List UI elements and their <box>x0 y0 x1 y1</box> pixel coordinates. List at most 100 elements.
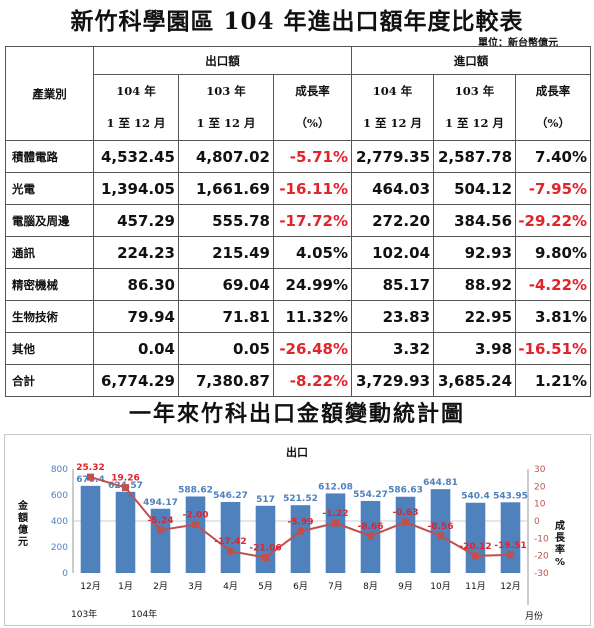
line-point <box>297 527 304 535</box>
bar <box>290 505 311 573</box>
cell-ig: 1.21% <box>515 364 592 397</box>
chart-title: 一年來竹科出口金額變動統計圖 <box>128 401 465 427</box>
bar <box>80 485 101 573</box>
cell-i104: 272.20 <box>351 204 435 237</box>
line-point <box>332 519 339 527</box>
bar-label: 517 <box>256 495 275 505</box>
x-tick: 1月 <box>118 581 133 592</box>
x-tick: 10月 <box>430 581 450 592</box>
industry-name: 其他 <box>5 332 94 365</box>
y-right-title-char: 長 <box>555 532 566 544</box>
x-tick: 4月 <box>223 581 238 592</box>
cell-i103: 3.98 <box>433 332 517 365</box>
x-axis-title: 月份 <box>525 610 543 622</box>
line-point <box>437 532 444 540</box>
chart-caption: 出口 <box>286 445 308 459</box>
cell-i104: 85.17 <box>351 268 435 301</box>
bar-label: 612.08 <box>318 482 353 492</box>
line-label: -8.56 <box>428 522 454 532</box>
table-row: 光電 1,394.05 1,661.69 -16.11% 464.03 504.12 -7.… <box>5 172 592 205</box>
bar <box>325 493 346 573</box>
line-label: -0.63 <box>393 508 419 518</box>
col-header: 成長率 <box>272 74 353 107</box>
industry-header: 產業別 <box>5 46 94 141</box>
cell-ig: -4.22% <box>515 268 592 301</box>
cell-e103: 69.04 <box>178 268 274 301</box>
bar <box>255 505 276 573</box>
bar <box>465 502 486 573</box>
cell-eg: 11.32% <box>272 300 353 333</box>
cell-e104: 1,394.05 <box>93 172 179 205</box>
line-point <box>402 518 409 526</box>
x-tick: 11月 <box>465 581 485 592</box>
cell-i104: 23.83 <box>351 300 435 333</box>
y-left-title-char: 億 <box>18 523 28 536</box>
cell-i103: 504.12 <box>433 172 517 205</box>
bar-label: 586.63 <box>388 486 423 496</box>
line-label: -19.51 <box>494 541 526 551</box>
cell-ig: 3.81% <box>515 300 592 333</box>
line-label: -20.12 <box>459 542 491 552</box>
line-label: -2.00 <box>183 510 209 520</box>
year-label: 103年 <box>71 608 97 620</box>
y-right-tick: 20 <box>534 482 546 492</box>
cell-e103: 215.49 <box>178 236 274 269</box>
bar <box>115 491 136 573</box>
cell-ig: -29.22% <box>515 204 592 237</box>
y-right-tick: 30 <box>534 465 546 475</box>
cell-i104: 3,729.93 <box>351 364 435 397</box>
export-header: 出口額 <box>92 46 353 75</box>
col-subheader: 1 至 12 月 <box>93 106 179 141</box>
table-row: 精密機械 86.30 69.04 24.99% 85.17 88.92 -4.22% <box>5 268 592 301</box>
cell-e104: 79.94 <box>93 300 179 333</box>
x-tick: 2月 <box>153 581 168 592</box>
y-left-title-char: 金 <box>17 499 29 512</box>
line-point <box>472 552 479 560</box>
cell-i103: 384.56 <box>433 204 517 237</box>
cell-eg: 24.99% <box>272 268 353 301</box>
line-label: -5.99 <box>288 517 314 527</box>
y-left-title-char: 元 <box>18 536 28 548</box>
table-row: 積體電路 4,532.45 4,807.02 -5.71% 2,779.35 2,587.… <box>5 140 592 173</box>
y-left-tick: 400 <box>51 517 68 527</box>
x-tick: 7月 <box>328 581 343 592</box>
x-tick: 8月 <box>363 581 378 592</box>
line-label: -21.06 <box>249 544 281 554</box>
bar-label: 546.27 <box>213 491 248 501</box>
cell-e103: 555.78 <box>178 204 274 237</box>
bar <box>185 496 206 573</box>
y-right-tick: 10 <box>534 500 546 510</box>
bar <box>395 496 416 573</box>
line-point <box>87 473 94 481</box>
line-label: -17.42 <box>214 537 246 547</box>
chart-area: 出口0200400600800-30-20-100102030670.4624.… <box>4 434 591 626</box>
cell-i103: 88.92 <box>433 268 517 301</box>
cell-eg: -8.22% <box>272 364 353 397</box>
col-subheader: 1 至 12 月 <box>433 106 517 141</box>
col-subheader: （%） <box>272 106 353 141</box>
line-point <box>262 554 269 562</box>
y-left-tick: 800 <box>51 465 68 475</box>
industry-name: 積體電路 <box>5 140 94 173</box>
cell-e103: 1,661.69 <box>178 172 274 205</box>
cell-e103: 71.81 <box>178 300 274 333</box>
bar <box>430 489 451 573</box>
bar <box>500 502 521 573</box>
x-tick: 5月 <box>258 581 273 592</box>
table-row: 電腦及周邊 457.29 555.78 -17.72% 272.20 384.56 -29.… <box>5 204 592 237</box>
cell-ig: -7.95% <box>515 172 592 205</box>
cell-eg: -26.48% <box>272 332 353 365</box>
x-tick: 9月 <box>398 581 413 592</box>
industry-name: 精密機械 <box>5 268 94 301</box>
line-label: -8.66 <box>358 522 384 532</box>
cell-i103: 2,587.78 <box>433 140 517 173</box>
bar-label: 543.95 <box>493 491 528 501</box>
cell-i104: 102.04 <box>351 236 435 269</box>
cell-eg: -5.71% <box>272 140 353 173</box>
y-right-tick: 0 <box>534 517 540 527</box>
cell-ig: -16.51% <box>515 332 592 365</box>
col-header: 104 年 <box>93 74 179 107</box>
col-header: 104 年 <box>351 74 435 107</box>
col-header: 103 年 <box>433 74 517 107</box>
cell-i104: 2,779.35 <box>351 140 435 173</box>
